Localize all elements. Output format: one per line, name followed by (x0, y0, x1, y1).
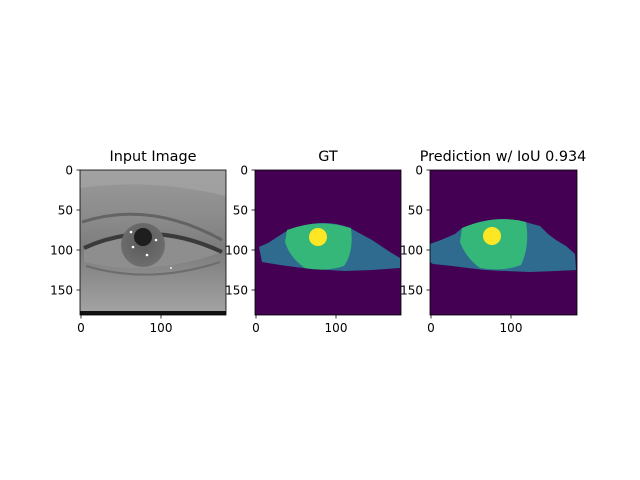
y-tick-label: 50 (408, 204, 423, 218)
y-tick-label: 0 (240, 164, 248, 178)
y-axis: 0 50 100 150 (400, 164, 430, 298)
mask-pupil-region (309, 228, 327, 246)
x-tick-label: 0 (252, 321, 260, 335)
x-axis: 0 100 (252, 315, 347, 335)
eye-photo (80, 170, 226, 315)
x-axis: 0 100 (77, 315, 172, 335)
x-axis: 0 100 (427, 315, 522, 335)
panel-input-image: Input Image (50, 149, 227, 335)
y-tick-label: 0 (65, 164, 73, 178)
y-tick-label: 150 (400, 284, 423, 298)
y-tick-label: 100 (400, 244, 423, 258)
mask-pupil-region (483, 227, 501, 245)
panel-prediction: Prediction w/ IoU 0.934 0 50 100 150 0 1… (400, 149, 586, 335)
x-tick-label: 0 (427, 321, 435, 335)
panel-title: Prediction w/ IoU 0.934 (420, 149, 587, 165)
mask-iris-region (285, 223, 352, 270)
x-tick-label: 100 (500, 321, 523, 335)
y-tick-label: 100 (50, 244, 73, 258)
panel-title: Input Image (110, 149, 197, 165)
y-tick-label: 100 (225, 244, 248, 258)
y-tick-label: 50 (58, 204, 73, 218)
panel-title: GT (318, 149, 338, 165)
x-tick-label: 100 (150, 321, 173, 335)
y-tick-label: 150 (50, 284, 73, 298)
y-tick-label: 0 (415, 164, 423, 178)
y-axis: 0 50 100 150 (50, 164, 80, 298)
x-tick-label: 100 (325, 321, 348, 335)
y-tick-label: 50 (233, 204, 248, 218)
panel-ground-truth: GT 0 50 100 150 0 100 (225, 149, 402, 335)
x-tick-label: 0 (77, 321, 85, 335)
segmentation-mask-prediction (430, 170, 577, 315)
segmentation-mask-gt (255, 170, 401, 315)
y-tick-label: 150 (225, 284, 248, 298)
y-axis: 0 50 100 150 (225, 164, 255, 298)
